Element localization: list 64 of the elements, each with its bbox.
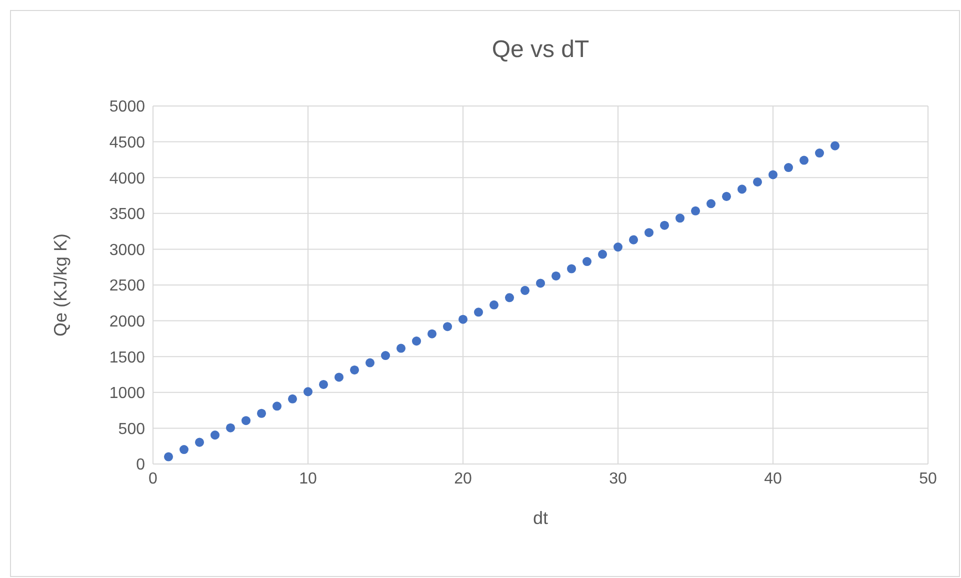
point [706,199,716,208]
chart-title: Qe vs dT [490,36,590,64]
point [226,423,236,432]
point [318,380,328,389]
point [194,438,204,447]
point [737,184,747,194]
point [288,394,298,404]
point [179,445,189,454]
point [458,314,468,324]
y-tick-label: 5000 [109,98,146,116]
point [241,416,251,426]
point [566,264,576,274]
point [628,235,638,244]
point [350,365,360,374]
point [380,351,390,360]
point [690,206,700,216]
point [474,308,484,317]
y-tick-label: 4000 [109,170,146,188]
point [613,242,623,252]
point [164,452,174,462]
point [256,408,266,418]
point [660,220,670,230]
point [722,192,732,201]
point [504,293,514,302]
x-tick-label: 50 [919,470,937,488]
y-tick-label: 1000 [109,385,146,402]
point [412,336,422,346]
point [365,358,375,368]
point [442,322,452,332]
y-tick-label: 1500 [109,349,146,366]
point [210,430,220,440]
y-tick-label: 3500 [109,206,146,224]
x-tick-label: 30 [609,470,627,488]
point [489,300,499,310]
x-tick-label: 0 [148,470,158,488]
point [814,148,824,158]
x-axis-title: dt [532,508,548,528]
point [272,402,282,411]
point [644,228,654,238]
point [582,257,592,266]
point [396,344,406,353]
y-tick-label: 3000 [109,242,146,259]
y-tick-label: 500 [118,420,146,438]
point [675,214,685,223]
y-tick-label: 2500 [109,278,146,295]
point [303,387,313,396]
point [752,177,762,186]
point [520,286,530,295]
point [598,250,608,259]
point [768,170,778,180]
point [799,156,809,165]
y-axis-title: Qe (KJ/kg K) [50,233,70,337]
y-tick-label: 4500 [109,134,146,152]
point [784,163,794,172]
point [334,372,344,382]
point [830,141,840,150]
x-tick-label: 20 [454,470,472,488]
y-tick-label: 0 [136,456,146,474]
x-tick-label: 10 [299,470,317,488]
x-tick-label: 40 [764,470,782,488]
point [551,271,561,280]
point [536,278,546,288]
point [427,329,437,338]
y-tick-label: 2000 [109,313,146,330]
